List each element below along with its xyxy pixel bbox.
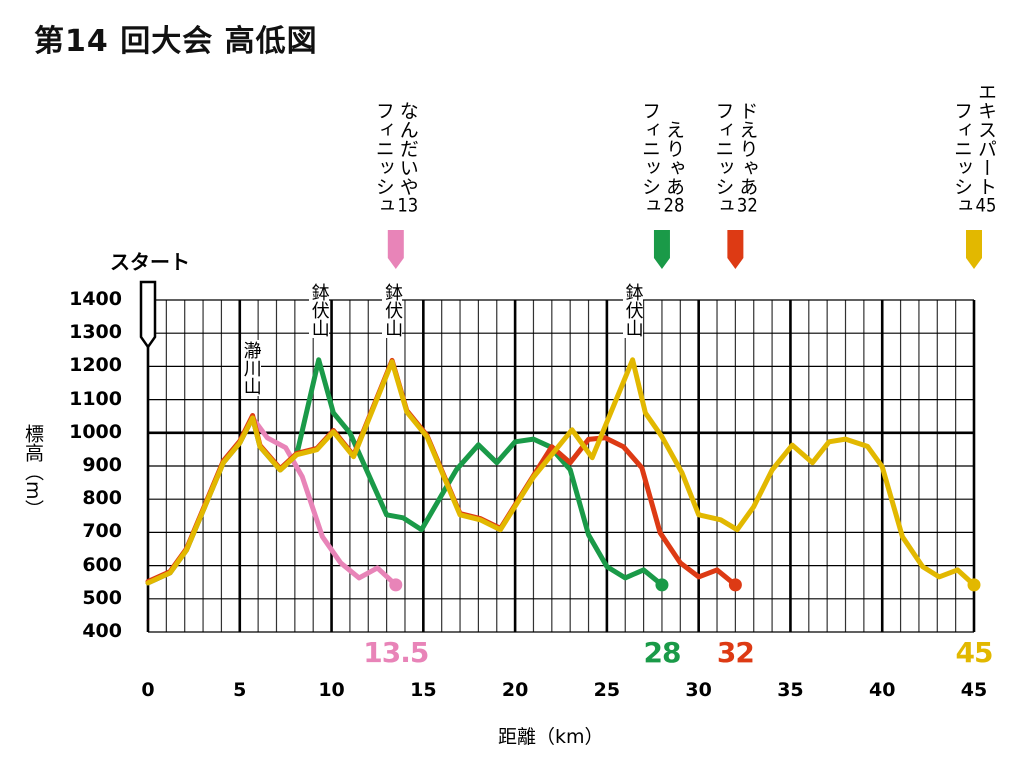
finish-distance-label: 28 (643, 636, 681, 669)
finish-label-45: エキスパート45 フィニッシュ (950, 82, 998, 215)
x-tick-label: 10 (318, 679, 345, 701)
x-tick-label: 15 (410, 679, 437, 701)
x-tick-label: 5 (233, 679, 247, 701)
finish-distance-label: 13.5 (363, 636, 429, 669)
finish-dot-45 (967, 578, 981, 592)
finish-dot-13 (389, 578, 403, 592)
mountain-label: 瀞川山 (240, 340, 262, 396)
finish-text: フィニッシュ (951, 101, 973, 215)
start-flag-icon (139, 280, 157, 350)
x-tick-label: 30 (685, 679, 712, 701)
finish-label-32: ドえりゃあ32 フィニッシュ (711, 101, 759, 215)
y-axis-label: 標高（m） (22, 424, 44, 519)
x-tick-label: 0 (141, 679, 155, 701)
y-tick-label: 1300 (69, 321, 122, 344)
finish-distance-label: 45 (955, 636, 994, 669)
y-tick-label: 1000 (69, 420, 122, 443)
finish-distance-label: 32 (716, 636, 755, 669)
y-tick-label: 1200 (69, 354, 122, 377)
y-tick-label: 500 (82, 586, 122, 609)
mountain-label: 鉢伏山 (308, 282, 330, 338)
finish-arrow-icon (387, 230, 404, 269)
finish-text: フィニッシュ (372, 101, 395, 215)
series-name: えりゃあ (662, 120, 685, 196)
y-tick-label: 600 (82, 553, 122, 576)
finish-text: フィニッシュ (638, 101, 661, 215)
start-label: スタート (110, 250, 190, 274)
finish-arrow-icon (966, 230, 982, 269)
y-tick-label: 1100 (69, 387, 122, 410)
chart-title: 第14 回大会 高低図 (34, 24, 318, 59)
series-number: 32 (736, 196, 758, 215)
x-tick-label: 20 (501, 679, 529, 701)
series-number: 13 (397, 196, 419, 215)
x-tick-label: 25 (593, 679, 621, 701)
finish-arrow-icon (653, 230, 670, 269)
y-tick-label: 700 (82, 520, 122, 543)
y-tick-label: 1400 (69, 288, 122, 310)
series-name: ドえりゃあ (736, 101, 759, 196)
finish-dot-28 (655, 578, 669, 592)
x-axis-label: 距離（km） (498, 726, 604, 748)
series-name: エキスパート (975, 82, 997, 196)
series-name: なんだいや (396, 101, 419, 196)
series-line-45 (145, 357, 977, 588)
x-tick-label: 35 (777, 679, 804, 701)
x-tick-label: 45 (960, 679, 988, 701)
finish-label-13: なんだいや13 フィニッシュ (372, 101, 420, 215)
y-tick-label: 400 (82, 620, 122, 642)
series-number: 28 (663, 196, 685, 215)
y-tick-label: 900 (82, 454, 122, 476)
finish-label-28: えりゃあ28 フィニッシュ (638, 101, 686, 215)
finish-dot-32 (728, 578, 742, 592)
x-tick-label: 40 (868, 679, 896, 701)
mountain-label: 鉢伏山 (382, 282, 404, 338)
finish-text: フィニッシュ (712, 101, 735, 215)
finish-arrow-icon (727, 230, 744, 269)
series-number: 45 (975, 196, 997, 215)
y-tick-label: 800 (82, 487, 122, 510)
mountain-label: 鉢伏山 (622, 282, 644, 338)
